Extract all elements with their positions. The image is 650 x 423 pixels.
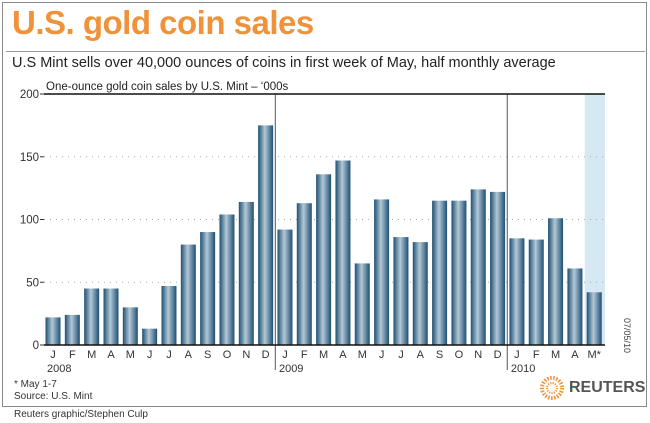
bar [567, 268, 583, 345]
x-tick-label: F [301, 349, 308, 361]
x-tick-label: M [87, 349, 96, 361]
x-tick-label: N [242, 349, 250, 361]
x-tick-label: O [455, 349, 464, 361]
bar [103, 288, 119, 345]
bar [528, 239, 544, 345]
bar [122, 307, 138, 345]
bar [238, 201, 254, 345]
bar [412, 242, 428, 345]
x-tick-label: M [319, 349, 328, 361]
bar [490, 191, 506, 345]
x-tick-label: F [69, 349, 76, 361]
bar [509, 238, 525, 345]
x-tick-label: D [494, 349, 502, 361]
date-stamp: 07/05/10 [622, 318, 632, 354]
bar [354, 263, 370, 345]
credit: Reuters graphic/Stephen Culp [14, 409, 148, 420]
x-tick-label: M* [588, 349, 602, 361]
reuters-dots-icon [540, 376, 564, 400]
y-tick-label: 100 [20, 215, 39, 227]
year-label: 2008 [47, 363, 71, 375]
bar [432, 200, 448, 345]
bar [180, 244, 196, 345]
bar [451, 200, 467, 345]
x-tick-label: J [147, 349, 153, 361]
y-tick-label: 0 [33, 340, 39, 352]
y-tick-label: 150 [20, 152, 39, 164]
bar [335, 160, 351, 345]
bar [548, 218, 564, 345]
x-tick-label: M [551, 349, 560, 361]
x-tick-label: S [204, 349, 211, 361]
bar [277, 229, 293, 345]
chart-title: One-ounce gold coin sales by U.S. Mint –… [46, 81, 289, 93]
bar [470, 189, 486, 345]
x-tick-label: S [436, 349, 443, 361]
x-tick-label: J [50, 349, 56, 361]
reuters-logo: REUTERS [540, 376, 645, 400]
x-tick-label: O [223, 349, 232, 361]
bar [586, 292, 602, 345]
x-tick-label: N [474, 349, 482, 361]
x-tick-label: A [185, 349, 193, 361]
x-tick-label: J [398, 349, 404, 361]
x-tick-label: A [339, 349, 347, 361]
x-tick-label: F [533, 349, 540, 361]
subtitle: U.S Mint sells over 40,000 ounces of coi… [12, 55, 556, 71]
x-tick-label: M [126, 349, 135, 361]
bar [161, 286, 177, 345]
title-divider [6, 51, 645, 52]
x-tick-label: A [417, 349, 425, 361]
reuters-logo-text: REUTERS [569, 379, 646, 396]
y-tick-label: 50 [26, 277, 39, 289]
bar [64, 314, 80, 345]
bar [219, 214, 235, 345]
x-tick-label: J [514, 349, 520, 361]
source-note: Source: U.S. Mint [14, 391, 93, 402]
bar [84, 288, 100, 345]
x-tick-label: J [379, 349, 385, 361]
page-title: U.S. gold coin sales [12, 4, 314, 41]
bar [393, 237, 409, 345]
x-tick-label: J [166, 349, 172, 361]
y-tick-label: 200 [20, 89, 39, 101]
x-tick-label: A [107, 349, 115, 361]
bar [258, 125, 274, 345]
bar [142, 328, 158, 345]
x-tick-label: J [282, 349, 288, 361]
year-label: 2010 [511, 363, 535, 375]
bar [296, 203, 312, 345]
year-label: 2009 [279, 363, 303, 375]
x-tick-label: M [358, 349, 367, 361]
highlight-band [584, 94, 605, 345]
x-tick-label: D [262, 349, 270, 361]
bar [45, 317, 61, 345]
x-tick-label: A [571, 349, 579, 361]
graphic-frame [2, 2, 647, 407]
bar [316, 174, 332, 345]
footnote: * May 1-7 [14, 379, 57, 390]
bar [200, 232, 216, 345]
bar [374, 199, 390, 345]
